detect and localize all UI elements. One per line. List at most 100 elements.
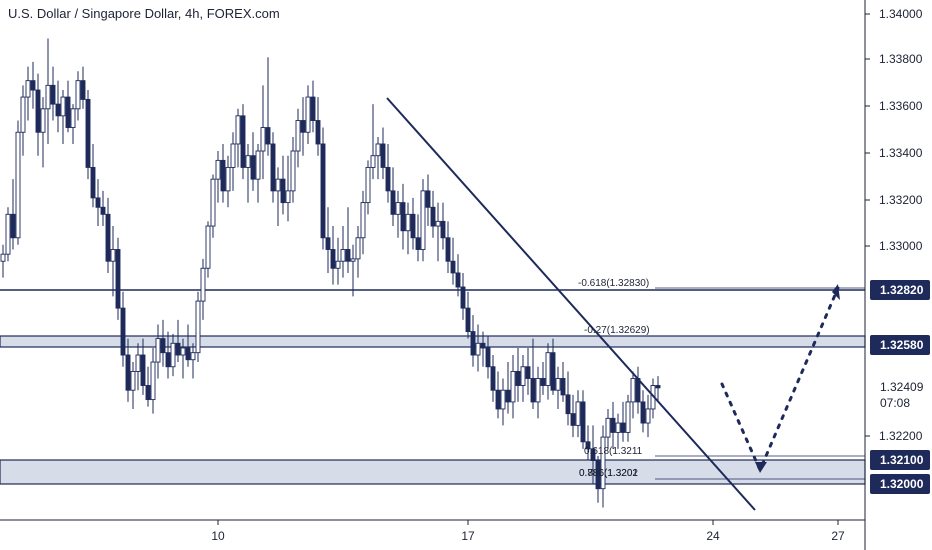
candle-body (25, 80, 31, 98)
candle (535, 366, 541, 419)
price-tag-label: 1.32580 (880, 338, 924, 352)
candle (265, 57, 271, 156)
price-tag-label: 1.32000 (880, 477, 924, 491)
candle (320, 127, 326, 250)
candle-body (440, 220, 446, 239)
candle (80, 66, 86, 109)
candle-body (550, 352, 556, 391)
candle-body (485, 347, 491, 368)
candle-body (225, 166, 231, 192)
candle (295, 108, 301, 168)
x-tick-label: 10 (211, 529, 225, 543)
candle (115, 237, 121, 320)
candle (410, 197, 416, 250)
price-tag: 1.32000 (870, 474, 930, 494)
candle-body (555, 378, 561, 391)
drawing-overlays (386, 97, 840, 511)
candle-body (460, 286, 466, 309)
fib-label: -0.618(1.32830) (578, 278, 649, 289)
candle (290, 136, 296, 203)
candle-body (290, 150, 296, 192)
candle (470, 315, 476, 367)
candle-body (655, 385, 661, 389)
candle (240, 104, 246, 180)
candle-body (45, 84, 51, 110)
candle-body (325, 237, 331, 250)
candle (615, 413, 621, 449)
candle-body (405, 213, 411, 232)
candle (575, 390, 581, 438)
candle-body (195, 300, 201, 354)
candle (645, 394, 651, 438)
candle (300, 97, 306, 156)
candle (605, 408, 611, 449)
candle-body (210, 178, 216, 227)
candle (100, 190, 106, 227)
time-axis-ticks: 10172427Jun47 (211, 520, 845, 543)
candle-body (480, 342, 486, 349)
candle-body (575, 401, 581, 426)
price-tag-bg (870, 450, 930, 470)
candle (285, 155, 291, 222)
candle (185, 324, 191, 367)
y-tick-label: 1.33800 (879, 52, 923, 66)
candle (585, 425, 591, 461)
horizontal-levels (0, 287, 865, 480)
candle-body (260, 127, 266, 152)
candle (0, 244, 6, 278)
candle-body (90, 166, 96, 199)
candle (310, 80, 316, 133)
candle (245, 143, 251, 203)
candle-body (645, 408, 651, 424)
candle-body (530, 378, 536, 403)
candle (485, 336, 491, 379)
price-tag-bg (870, 474, 930, 494)
candle (465, 291, 471, 339)
candle (60, 90, 66, 144)
fibonacci-labels: -0.618(1.32830) -0.27(1.32629) 0.618(1.321… (578, 278, 650, 479)
candle (140, 338, 146, 395)
candle (325, 207, 331, 273)
candle-body (130, 370, 136, 391)
candle-body (165, 352, 171, 368)
candle-body (235, 115, 241, 145)
candle (35, 73, 41, 156)
candle (395, 190, 401, 238)
candle (110, 226, 116, 297)
candle-body (590, 448, 596, 462)
candle-body (385, 166, 391, 192)
candle-body (255, 150, 261, 180)
chart-title: U.S. Dollar / Singapore Dollar, 4h, FORE… (8, 6, 280, 21)
fib-label: 0.786(1.3202 (579, 468, 638, 479)
candle-body (160, 338, 166, 354)
candle (255, 143, 261, 203)
candle-body (310, 96, 316, 121)
candle-body (135, 354, 141, 372)
candle (15, 120, 21, 245)
candle (595, 455, 601, 503)
candle-body (450, 260, 456, 274)
candlestick-series (0, 38, 661, 508)
candle (175, 319, 181, 363)
candle (655, 376, 661, 402)
candle-body (100, 206, 106, 215)
candle-body (170, 342, 176, 368)
candle-body (375, 143, 381, 157)
candle-body (395, 202, 401, 215)
x-tick-label: 17 (461, 529, 475, 543)
candle (490, 355, 496, 402)
y-tick-label: 1.33000 (879, 239, 923, 253)
candle-body (455, 272, 461, 288)
candle (170, 333, 176, 377)
candle (475, 324, 481, 372)
candle-body (50, 84, 56, 105)
candle (230, 132, 236, 191)
candle (495, 371, 501, 419)
candle-body (640, 401, 646, 424)
candle (165, 331, 171, 379)
candle-body (320, 143, 326, 239)
price-tag-label: 1.32820 (880, 283, 924, 297)
candle (200, 258, 206, 320)
candle-body (535, 378, 541, 403)
